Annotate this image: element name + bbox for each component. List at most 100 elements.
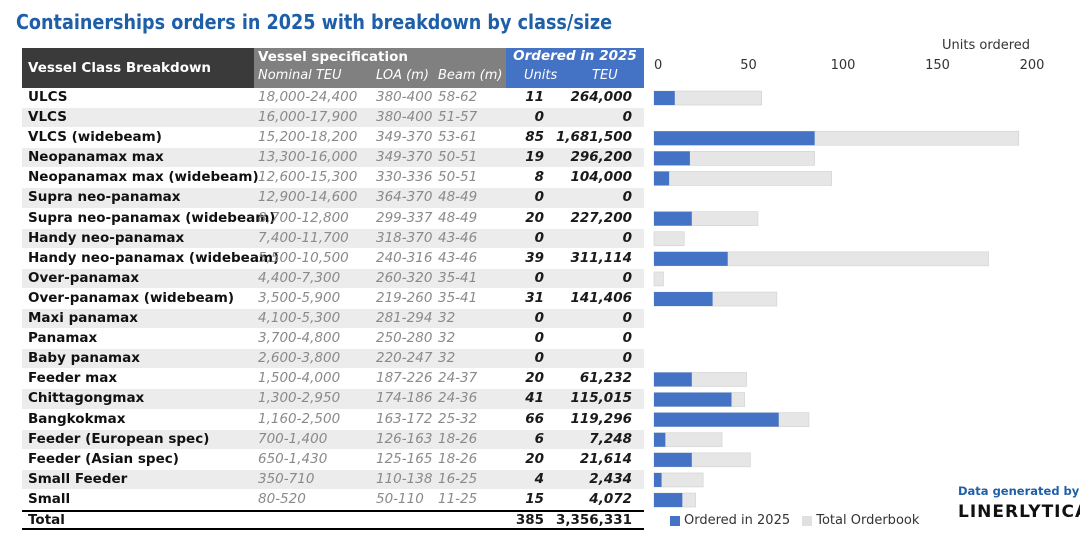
nominal-teu: 700-1,400: [258, 430, 328, 447]
table-row: Over-panamax (widebeam) 3,500-5,900 219-26…: [22, 289, 644, 310]
vessel-class-name: VLCS: [28, 109, 67, 126]
ordered-units: 39: [525, 249, 544, 266]
bar-total-orderbook: [653, 231, 685, 247]
loa: 330-336: [376, 169, 433, 186]
legend-item-total: Total Orderbook: [802, 513, 919, 528]
vessel-class-name: Bangkokmax: [28, 410, 126, 427]
ordered-units: 20: [525, 450, 544, 467]
ordered-teu: 0: [622, 189, 632, 206]
bar-total-orderbook: [653, 171, 832, 186]
nominal-teu: 12,600-15,300: [258, 169, 358, 186]
beam: 18-26: [438, 430, 478, 447]
bar-ordered-2025: [654, 131, 815, 146]
bar-ordered-2025: [654, 171, 670, 186]
x-tick-label: 200: [1020, 58, 1045, 73]
vessel-class-name: Feeder (Asian spec): [28, 450, 179, 467]
vessel-class-name: Over-panamax (widebeam): [28, 289, 235, 306]
ordered-units: 20: [525, 209, 544, 226]
nominal-teu: 18,000-24,400: [258, 89, 358, 105]
bar-ordered-2025: [654, 472, 662, 487]
ordered-teu: 104,000: [570, 169, 633, 186]
ordered-units: 0: [534, 109, 544, 126]
vessel-class-name: Supra neo-panamax: [28, 189, 181, 206]
ordered-teu: 21,614: [579, 450, 632, 467]
total-label: Total: [28, 512, 65, 528]
nominal-teu: 7,400-11,700: [258, 229, 349, 246]
legend-label-total: Total Orderbook: [816, 513, 920, 528]
nominal-teu: 3,500-5,900: [258, 289, 341, 306]
beam: 50-51: [438, 149, 478, 166]
data-credit: Data generated by: [958, 484, 1080, 498]
nominal-teu: 80-520: [258, 490, 306, 507]
table-body: ULCS 18,000-24,400 380-400 58-62 11 264,000 VL…: [22, 88, 644, 510]
loa: 219-260: [376, 289, 433, 306]
chart-legend: Ordered in 2025 Total Orderbook: [670, 513, 927, 528]
loa: 240-316: [376, 249, 433, 266]
table-row: VLCS 16,000-17,900 380-400 51-57 0 0: [22, 108, 644, 129]
table-row: Neopanamax max (widebeam) 12,600-15,300 33…: [22, 168, 644, 189]
beam: 35-41: [438, 269, 478, 286]
ordered-teu: 0: [622, 109, 632, 126]
loa: 220-247: [376, 350, 433, 367]
header-loa: LOA (m): [376, 68, 429, 83]
table-row: Panamax 3,700-4,800 250-280 32 0 0: [22, 329, 644, 350]
vessel-class-name: Baby panamax: [28, 350, 140, 367]
beam: 32: [438, 350, 456, 367]
beam: 58-62: [438, 89, 478, 105]
header-ordered-teu: TEU: [592, 68, 618, 83]
total-teu: 3,356,331: [555, 512, 632, 528]
nominal-teu: 350-710: [258, 470, 315, 487]
beam: 43-46: [438, 249, 478, 266]
ordered-teu: 7,248: [589, 430, 632, 447]
x-tick-label: 50: [740, 58, 757, 73]
vessel-class-name: Handy neo-panamax: [28, 229, 185, 246]
beam: 43-46: [438, 229, 478, 246]
ordered-units: 0: [534, 310, 544, 327]
vessel-class-name: Panamax: [28, 330, 98, 347]
units-ordered-chart: Units ordered 0 50 100 150 200: [653, 38, 1045, 508]
vessel-class-name: Handy neo-panamax (widebeam): [28, 249, 280, 266]
beam: 32: [438, 330, 456, 347]
x-axis-label: Units ordered: [942, 38, 1030, 53]
bar-ordered-2025: [654, 432, 666, 447]
loa: 250-280: [376, 330, 433, 347]
beam: 24-36: [438, 390, 478, 407]
ordered-teu: 227,200: [570, 209, 633, 226]
beam: 48-49: [438, 209, 478, 226]
bar-ordered-2025: [654, 151, 690, 166]
ordered-units: 41: [525, 390, 544, 407]
ordered-units: 6: [534, 430, 544, 447]
bar-ordered-2025: [654, 372, 692, 387]
loa: 260-320: [376, 269, 433, 286]
header-nominal-teu: Nominal TEU: [258, 68, 342, 83]
table-row: Feeder (European spec) 700-1,400 126-163 18…: [22, 429, 644, 450]
table-row: VLCS (widebeam) 15,200-18,200 349-370 53-61…: [22, 128, 644, 149]
beam: 16-25: [438, 470, 478, 487]
brand-logo: LINERLYTICA: [958, 502, 1080, 522]
beam: 35-41: [438, 289, 478, 306]
x-tick-label: 150: [925, 58, 950, 73]
ordered-units: 66: [525, 410, 544, 427]
ordered-teu: 119,296: [570, 410, 633, 427]
header-vessel-class: Vessel Class Breakdown: [22, 48, 254, 88]
beam: 48-49: [438, 189, 478, 206]
table-row: Over-panamax 4,400-7,300 260-320 35-41 0 0: [22, 268, 644, 289]
ordered-teu: 4,072: [589, 490, 632, 507]
vessel-class-name: Neopanamax max: [28, 149, 164, 166]
x-tick-label: 0: [654, 58, 662, 73]
nominal-teu: 1,500-4,000: [258, 370, 341, 387]
vessel-class-name: Over-panamax: [28, 269, 140, 286]
page-title: Containerships orders in 2025 with break…: [16, 10, 613, 34]
table-row: Small Feeder 350-710 110-138 16-25 4 2,434: [22, 469, 644, 490]
table-row: Feeder max 1,500-4,000 187-226 24-37 20 61,23…: [22, 369, 644, 390]
ordered-units: 20: [525, 370, 544, 387]
table-row: Supra neo-panamax 12,900-14,600 364-370 48-…: [22, 188, 644, 209]
loa: 299-337: [376, 209, 433, 226]
table-row: Bangkokmax 1,160-2,500 163-172 25-32 66 119,2…: [22, 410, 644, 430]
nominal-teu: 650-1,430: [258, 450, 328, 467]
table-row: Maxi panamax 4,100-5,300 281-294 32 0 0: [22, 309, 644, 330]
header-units: Units: [524, 68, 558, 83]
nominal-teu: 15,200-18,200: [258, 129, 358, 146]
header-ordered: Ordered in 2025 Units TEU: [506, 48, 644, 88]
ordered-units: 0: [534, 350, 544, 367]
